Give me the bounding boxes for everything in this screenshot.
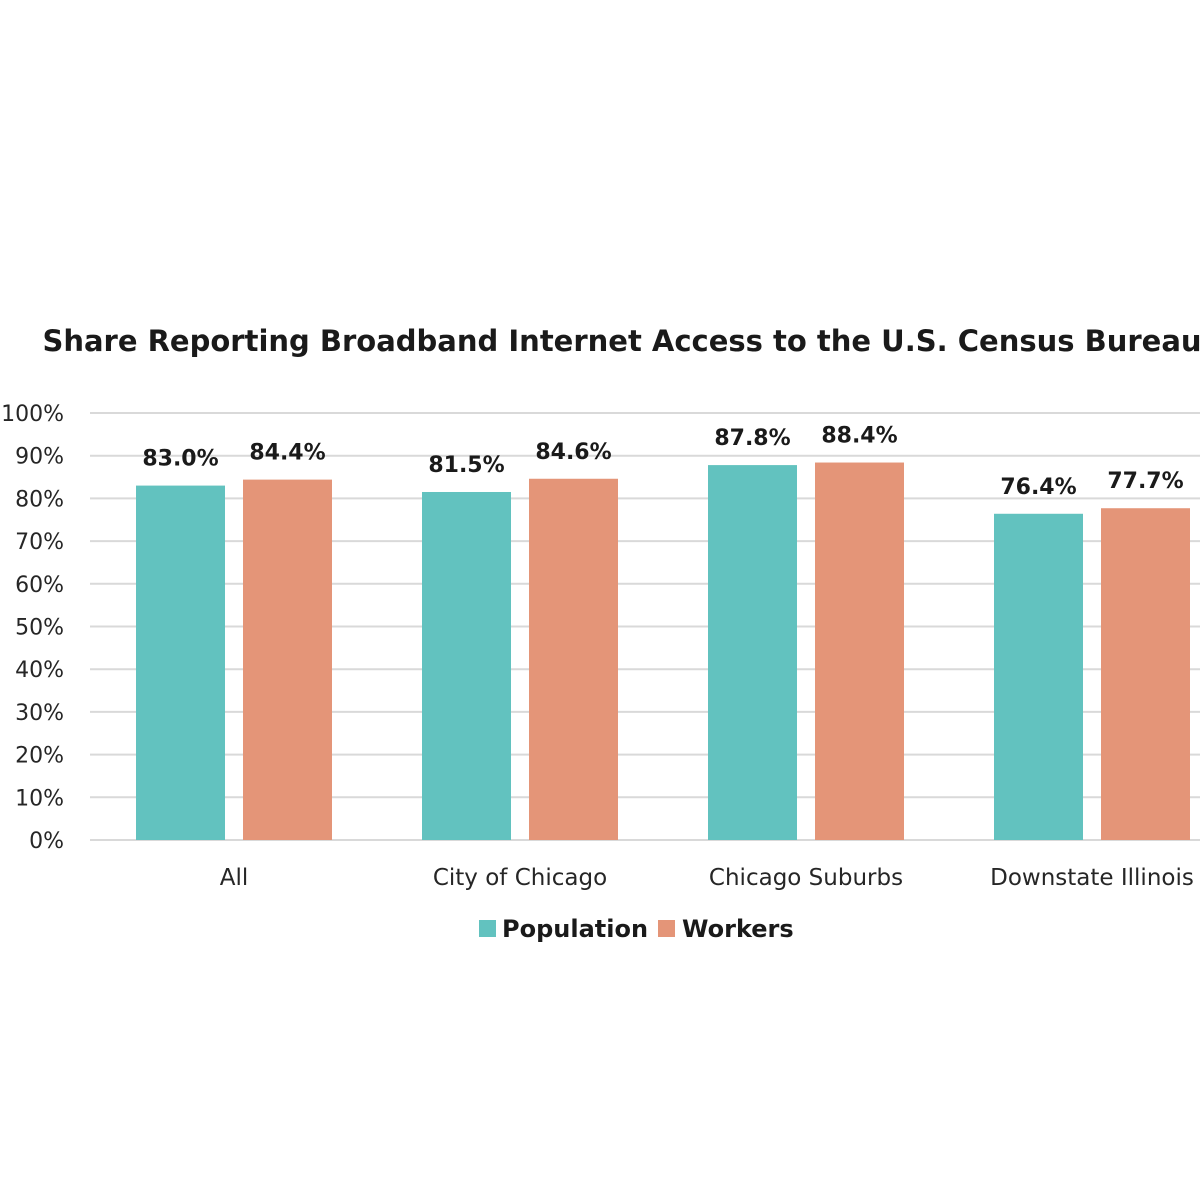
y-tick-label: 40% xyxy=(15,658,64,683)
y-tick-label: 20% xyxy=(15,744,64,769)
legend: Population Workers xyxy=(479,915,794,943)
data-label: 77.7% xyxy=(1107,469,1183,494)
bar-workers xyxy=(815,462,904,840)
data-label: 81.5% xyxy=(428,453,504,478)
bar-population xyxy=(994,513,1083,840)
y-tick-label: 60% xyxy=(15,573,64,598)
data-label: 76.4% xyxy=(1000,475,1076,500)
bar-workers xyxy=(243,479,332,840)
legend-label-workers: Workers xyxy=(682,915,794,943)
bar-population xyxy=(708,465,797,840)
y-tick-label: 10% xyxy=(15,786,64,811)
bar-population xyxy=(422,491,511,840)
bar-workers xyxy=(1101,508,1190,840)
bar-workers xyxy=(529,478,618,840)
x-axis-ticks: All City of Chicago Chicago Suburbs Downsta… xyxy=(220,865,1194,891)
data-label: 84.6% xyxy=(535,440,611,465)
bar-population xyxy=(136,485,225,840)
legend-label-population: Population xyxy=(502,915,648,943)
data-labels: 83.0% 84.4% 81.5% 84.6% 87.8% 88.4% 76.4% 77.7% xyxy=(142,424,1183,500)
y-tick-label: 70% xyxy=(15,530,64,555)
y-tick-label: 50% xyxy=(15,616,64,641)
y-axis-ticks: 0% 10% 20% 30% 40% 50% 60% 70% 80% 90% 100% xyxy=(1,402,64,854)
y-tick-label: 90% xyxy=(15,445,64,470)
data-label: 88.4% xyxy=(821,424,897,449)
y-tick-label: 30% xyxy=(15,701,64,726)
data-label: 83.0% xyxy=(142,447,218,472)
chart-title: Share Reporting Broadband Internet Acces… xyxy=(42,324,1200,358)
legend-swatch-workers xyxy=(658,920,675,937)
data-label: 87.8% xyxy=(714,426,790,451)
x-tick-label: City of Chicago xyxy=(433,865,607,891)
x-tick-label: Chicago Suburbs xyxy=(709,865,903,891)
x-tick-label: All xyxy=(220,865,249,891)
y-tick-label: 100% xyxy=(1,402,64,427)
y-tick-label: 80% xyxy=(15,487,64,512)
x-tick-label: Downstate Illinois xyxy=(990,865,1194,891)
legend-swatch-population xyxy=(479,920,496,937)
y-tick-label: 0% xyxy=(29,829,64,854)
bars xyxy=(136,462,1190,840)
data-label: 84.4% xyxy=(249,441,325,466)
